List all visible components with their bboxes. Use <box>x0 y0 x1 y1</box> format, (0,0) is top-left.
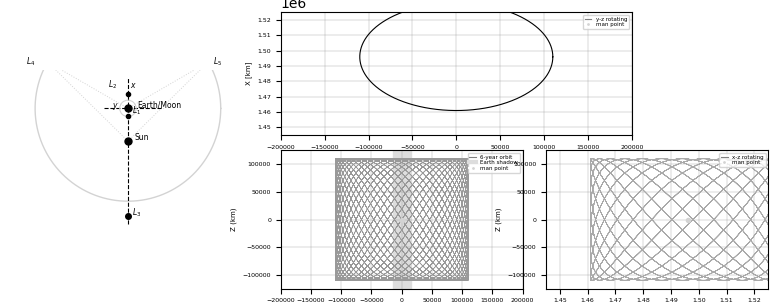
Y-axis label: Z (km): Z (km) <box>496 208 502 231</box>
Text: Earth/Moon: Earth/Moon <box>138 100 182 109</box>
Text: y: y <box>112 101 117 110</box>
Legend: x-z rotating, man point: x-z rotating, man point <box>719 153 765 167</box>
Bar <box>392 150 411 289</box>
Text: $L_5$: $L_5$ <box>213 56 222 68</box>
Text: $L_4$: $L_4$ <box>27 56 36 68</box>
Text: $L_1$: $L_1$ <box>133 105 141 117</box>
Text: x: x <box>130 81 135 90</box>
Text: $L_2$: $L_2$ <box>108 78 118 91</box>
Y-axis label: X [km]: X [km] <box>245 62 252 85</box>
X-axis label: Y [km]: Y [km] <box>445 155 468 162</box>
Legend: y-z rotating, man point: y-z rotating, man point <box>583 15 629 29</box>
Y-axis label: Z (km): Z (km) <box>231 208 237 231</box>
Text: Sun: Sun <box>134 133 149 142</box>
Text: $L_3$: $L_3$ <box>133 207 141 220</box>
Legend: 6-year orbit, Earth shadow, man point: 6-year orbit, Earth shadow, man point <box>468 153 519 173</box>
